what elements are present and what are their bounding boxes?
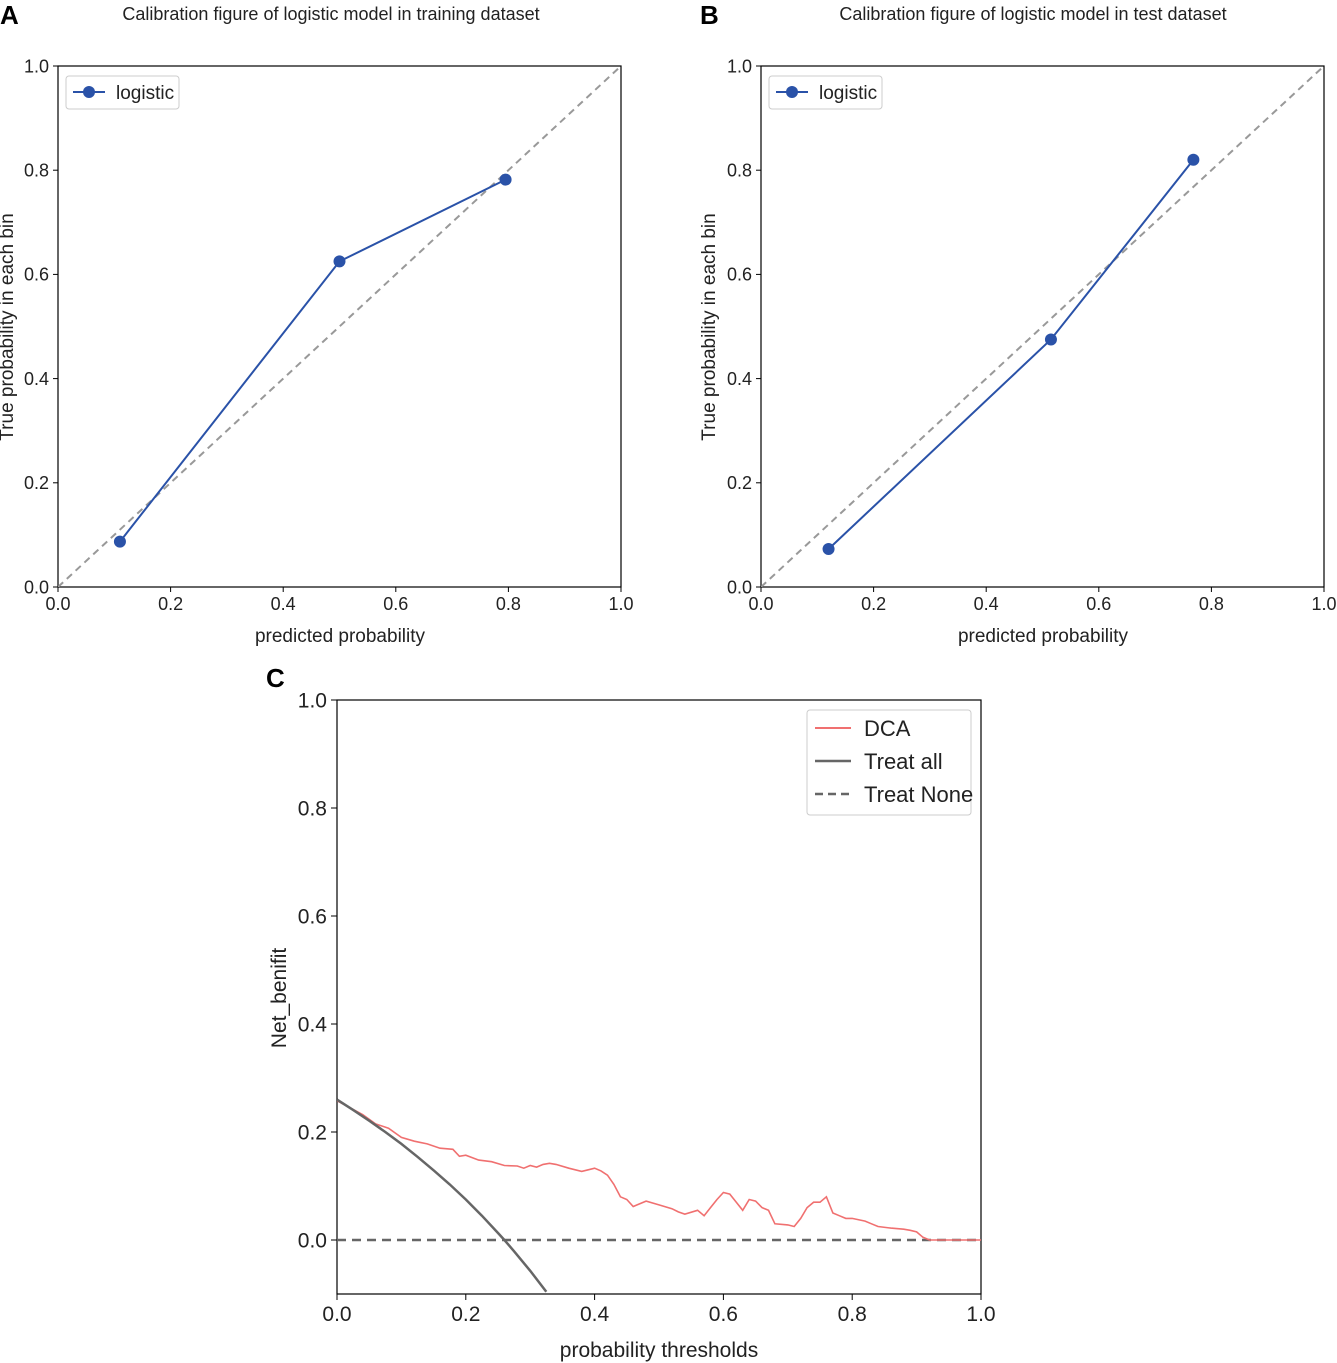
panel-c-y-tick-label: 1.0 <box>298 689 327 712</box>
panel-b-x-tick-label: 0.6 <box>1086 594 1111 614</box>
panel-b-chart: B Calibration figure of logistic model i… <box>699 0 1337 647</box>
panel-b-logistic-point <box>1187 153 1200 166</box>
panel-b-x-tick-label: 1.0 <box>1311 594 1336 614</box>
panel-b-x-tick-label: 0.8 <box>1199 594 1224 614</box>
panel-b-y-tick-label: 0.8 <box>727 161 752 181</box>
panel-c-x-tick-label: 0.0 <box>322 1303 351 1326</box>
panel-a-y-axis-label: True probability in each bin <box>0 213 18 440</box>
panel-c-x-axis-label: probability thresholds <box>560 1339 758 1362</box>
panel-a-y-tick-label: 0.4 <box>24 369 49 389</box>
panel-b-legend-box <box>768 75 883 110</box>
panel-c-y-tick-label: 0.2 <box>298 1121 327 1144</box>
panel-b-y-tick-label: 0.0 <box>727 577 752 597</box>
panel-c-x-tick-label: 0.6 <box>709 1303 738 1326</box>
panel-a-x-axis-label: predicted probability <box>255 626 426 647</box>
panel-a-series-perfectly-calibrated <box>58 66 621 587</box>
panel-b-plot-frame <box>760 65 1325 588</box>
panel-a-logistic-point <box>499 173 512 186</box>
panel-b-series <box>761 66 1324 587</box>
panel-b-legend: logistic <box>768 75 883 110</box>
panel-a-logistic-point <box>333 255 346 268</box>
panel-a-y-tick-label: 1.0 <box>24 56 49 76</box>
panel-c-y-tick-label: 0.4 <box>298 1013 328 1036</box>
panel-b-x-tick-label: 0.4 <box>974 594 999 614</box>
panel-a-y-tick-label: 0.8 <box>24 161 49 181</box>
panel-b-logistic-point <box>1044 333 1057 346</box>
panel-a-y-ticks: 0.0 0.2 0.4 0.6 0.8 1.0 <box>24 56 58 597</box>
panel-a-plot-frame <box>57 65 622 588</box>
panel-c-y-axis-label: Net_benifit <box>268 948 291 1049</box>
panel-c-y-ticks: 0.0 0.2 0.4 0.6 0.8 1.0 <box>298 689 337 1252</box>
panel-c-y-tick-label: 0.6 <box>298 905 327 928</box>
panel-a-legend-box <box>65 75 180 110</box>
panel-c-series <box>337 1098 981 1293</box>
panel-c-x-tick-label: 0.8 <box>838 1303 867 1326</box>
panel-a-chart: A Calibration figure of logistic model i… <box>0 0 634 647</box>
panel-a-legend: logistic <box>65 75 180 110</box>
panel-a-y-tick-label: 0.0 <box>24 577 49 597</box>
panel-c-y-tick-label: 0.8 <box>298 797 327 820</box>
panel-b-x-tick-label: 0.0 <box>748 594 773 614</box>
panel-b-x-tick-label: 0.2 <box>861 594 886 614</box>
panel-c-legend-treat-none-label: Treat None <box>864 782 973 807</box>
panel-a-series <box>58 66 621 587</box>
panel-c-chart: C 0.0 0.2 0.4 0.6 0.8 1.0 0.00.20.40.60.81.0 … <box>266 663 996 1362</box>
panel-a-y-tick-label: 0.6 <box>24 265 49 285</box>
panel-b-y-axis-label: True probability in each bin <box>699 213 720 440</box>
panel-b-y-tick-label: 0.4 <box>727 369 752 389</box>
panel-c-legend-dca-label: DCA <box>864 716 911 741</box>
panel-b-x-ticks: 0.0 0.2 0.4 0.6 0.8 1.0 <box>748 587 1337 614</box>
panel-a-x-tick-label: 0.6 <box>383 594 408 614</box>
panel-c-legend-treat-all-label: Treat all <box>864 749 943 774</box>
panel-b-title: Calibration figure of logistic model in … <box>839 4 1226 24</box>
panel-c-y-tick-label: 0.0 <box>298 1229 327 1252</box>
panel-b-y-ticks: 0.0 0.2 0.4 0.6 0.8 1.0 <box>727 56 761 597</box>
panel-a-logistic-point <box>113 535 126 548</box>
panel-b-legend-marker <box>786 86 798 98</box>
panel-c-x-tick-label: 0.2 <box>451 1303 480 1326</box>
panel-a-x-tick-label: 0.4 <box>271 594 296 614</box>
panel-a-x-tick-label: 0.8 <box>496 594 521 614</box>
panel-b-legend-label: logistic <box>819 83 877 104</box>
panel-a-letter: A <box>0 0 19 30</box>
panel-c-legend-box <box>806 709 972 816</box>
panel-a-x-tick-label: 1.0 <box>608 594 633 614</box>
panel-c-series-treat-all <box>337 1098 548 1293</box>
panel-b-y-tick-label: 1.0 <box>727 56 752 76</box>
panel-a-x-tick-label: 0.2 <box>158 594 183 614</box>
panel-a-y-tick-label: 0.2 <box>24 473 49 493</box>
panel-a-legend-label: logistic <box>116 83 174 104</box>
panel-a-title: Calibration figure of logistic model in … <box>122 4 539 24</box>
panel-a-series-logistic <box>119 178 507 543</box>
panel-c-x-ticks: 0.0 0.2 0.4 0.6 0.8 1.0 <box>322 1294 996 1326</box>
panel-b-y-tick-label: 0.2 <box>727 473 752 493</box>
panel-c-x-tick-label: 1.0 <box>966 1303 995 1326</box>
panel-b-x-axis-label: predicted probability <box>958 626 1129 647</box>
panel-a-legend-marker <box>83 86 95 98</box>
panel-b-series-perfectly-calibrated <box>761 66 1324 587</box>
panel-c-x-tick-label: 0.4 <box>580 1303 610 1326</box>
panel-c-series-dca <box>337 1099 981 1241</box>
panel-c-letter: C <box>266 663 285 693</box>
panel-a-x-ticks: 0.0 0.2 0.4 0.6 0.8 1.0 <box>45 587 634 614</box>
panel-b-letter: B <box>700 0 719 30</box>
panel-b-y-tick-label: 0.6 <box>727 265 752 285</box>
panel-c-legend: DCA Treat all Treat None <box>806 709 973 816</box>
panel-a-x-tick-label: 0.0 <box>45 594 70 614</box>
panel-b-logistic-point <box>822 542 835 555</box>
panel-c-plot-frame <box>336 699 982 1295</box>
